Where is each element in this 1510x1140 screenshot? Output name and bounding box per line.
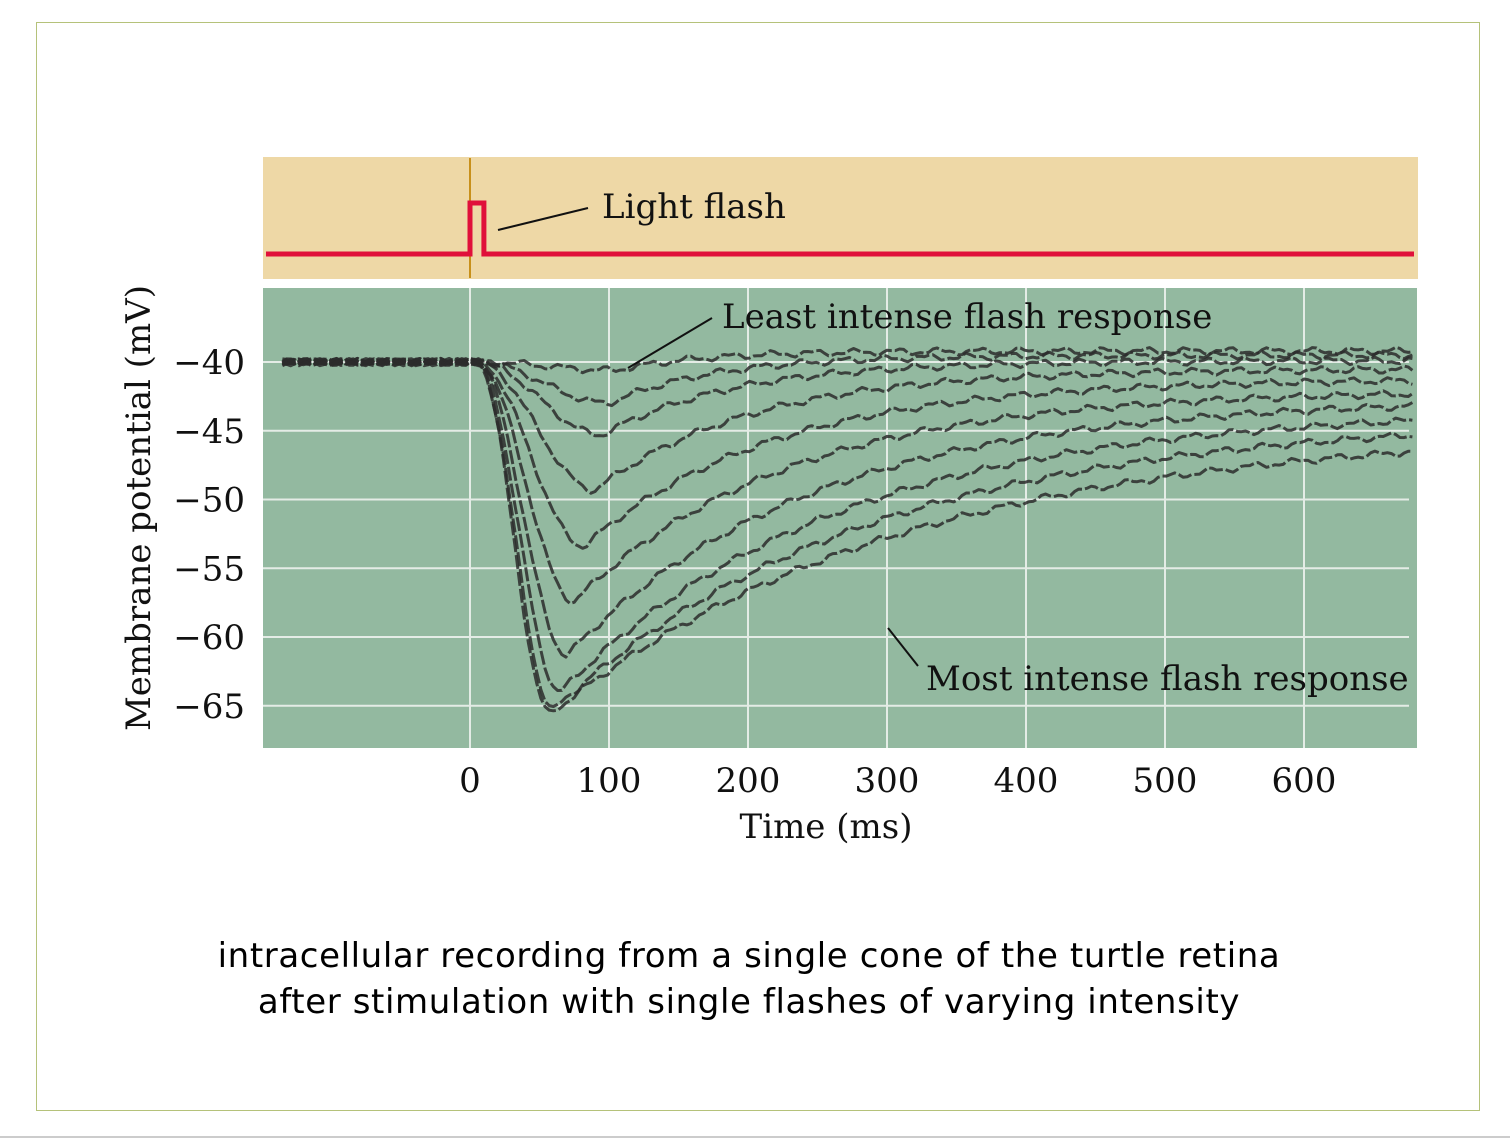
x-tick-label: 300	[855, 761, 920, 801]
light-flash-label: Light flash	[602, 187, 786, 227]
bottom-divider	[0, 1136, 1510, 1138]
response-trace-8	[282, 356, 1413, 692]
y-axis-ticks: −40 −45 −50 −55 −60 −65	[173, 343, 245, 727]
y-tick-label: −45	[173, 412, 245, 452]
y-tick-label: −65	[173, 687, 245, 727]
most-intense-pointer	[887, 627, 919, 667]
response-trace-10	[281, 356, 1413, 713]
light-flash-pointer	[497, 207, 589, 231]
x-tick-label: 200	[716, 761, 781, 801]
response-trace-5	[281, 357, 1413, 550]
y-tick-label: −60	[173, 618, 245, 658]
response-trace-6	[282, 357, 1414, 606]
x-axis-ticks: 0 100 200 300 400 500 600	[459, 761, 1336, 801]
light-flash-trace	[266, 200, 1414, 257]
y-tick-label: −55	[173, 549, 245, 589]
caption-line-2: after stimulation with single flashes of…	[257, 982, 1241, 1022]
response-trace-2	[281, 350, 1413, 408]
response-traces	[281, 345, 1414, 713]
most-intense-label: Most intense flash response	[926, 659, 1409, 699]
least-intense-pointer	[627, 317, 713, 369]
least-intense-label: Least intense flash response	[722, 297, 1212, 337]
y-axis-label: Membrane potential (mV)	[119, 285, 159, 731]
response-trace-7	[282, 357, 1414, 659]
caption-line-1: intracellular recording from a single co…	[217, 936, 1281, 976]
slide-frame	[36, 22, 1480, 1111]
y-tick-label: −40	[173, 343, 245, 383]
x-tick-label: 500	[1133, 761, 1198, 801]
x-tick-label: 100	[577, 761, 642, 801]
stimulus-panel	[263, 157, 1418, 279]
x-tick-label: 600	[1272, 761, 1337, 801]
x-tick-label: 400	[994, 761, 1059, 801]
x-tick-label: 0	[459, 761, 481, 801]
response-trace-4	[282, 356, 1414, 495]
y-tick-label: −50	[173, 481, 245, 521]
response-trace-3	[281, 355, 1413, 438]
x-axis-label: Time (ms)	[740, 807, 913, 847]
response-trace-9	[281, 357, 1413, 708]
